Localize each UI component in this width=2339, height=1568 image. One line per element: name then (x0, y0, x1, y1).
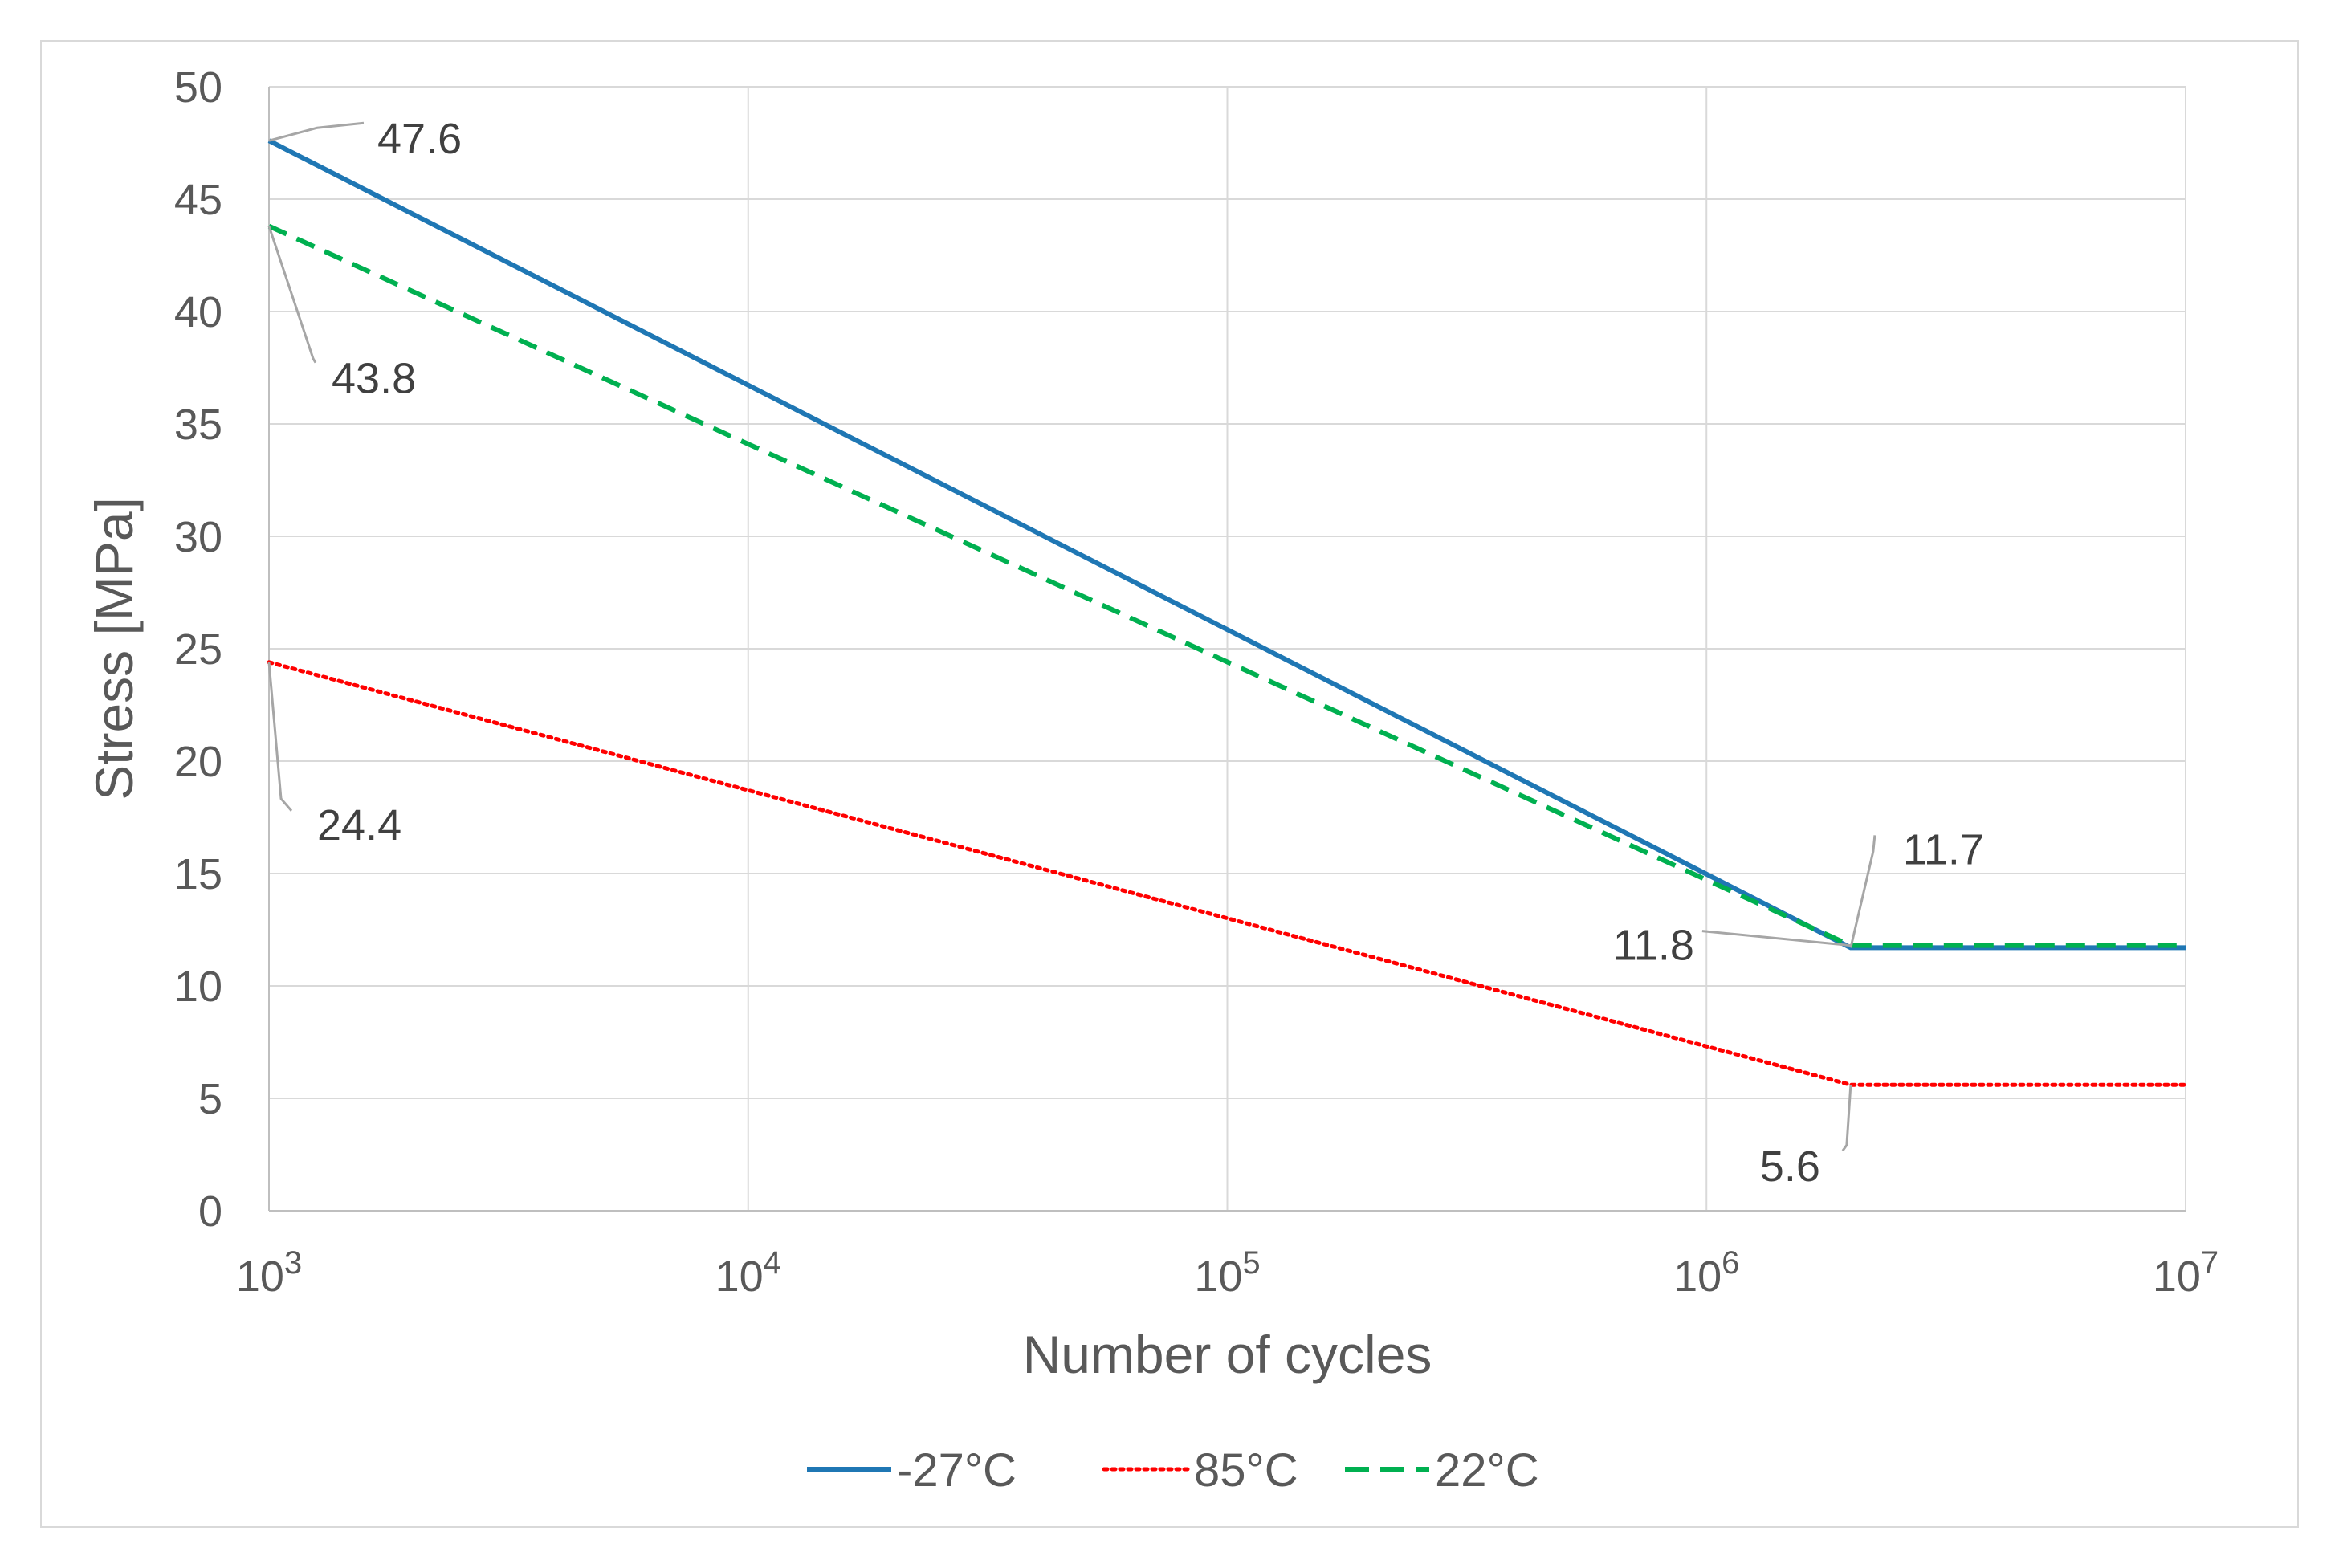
x-axis-title: Number of cycles (1023, 1325, 1432, 1384)
annotation-leader (1849, 835, 1876, 948)
x-tick-label: 103 (236, 1245, 302, 1301)
legend-label: 85°C (1194, 1444, 1298, 1497)
data-label: 11.8 (1613, 922, 1694, 970)
annotation-leader (267, 226, 317, 364)
y-tick-label: 20 (174, 738, 222, 786)
annotation-leader (268, 121, 365, 142)
data-label: 43.8 (332, 355, 416, 403)
series-line-22°C (267, 223, 2186, 948)
y-tick-label: 45 (174, 176, 222, 224)
annotation-leader (1701, 930, 1852, 947)
annotation-leader (267, 662, 293, 812)
y-tick-label: 40 (174, 288, 222, 336)
y-tick-label: 25 (174, 625, 222, 674)
x-tick-label: 105 (1194, 1245, 1260, 1301)
x-tick-label: 107 (2153, 1245, 2219, 1301)
y-tick-label: 0 (198, 1187, 222, 1236)
legend-label: -27°C (897, 1444, 1017, 1497)
data-label: 47.6 (377, 115, 462, 163)
annotation-leader (1841, 1085, 1852, 1152)
data-label: 24.4 (317, 801, 401, 849)
data-label: 11.7 (1903, 825, 1984, 874)
y-tick-label: 10 (174, 963, 222, 1011)
y-tick-label: 50 (174, 63, 222, 112)
chart-frame (40, 40, 2299, 1528)
y-tick-label: 15 (174, 850, 222, 898)
x-tick-label: 104 (715, 1245, 781, 1301)
y-tick-label: 5 (198, 1075, 222, 1123)
y-axis-title: Stress [MPa] (84, 497, 144, 800)
y-tick-label: 30 (174, 513, 222, 561)
legend-label: 22°C (1435, 1444, 1539, 1497)
x-tick-label: 106 (1673, 1245, 1739, 1301)
y-tick-label: 35 (174, 401, 222, 449)
data-label: 5.6 (1760, 1142, 1820, 1191)
